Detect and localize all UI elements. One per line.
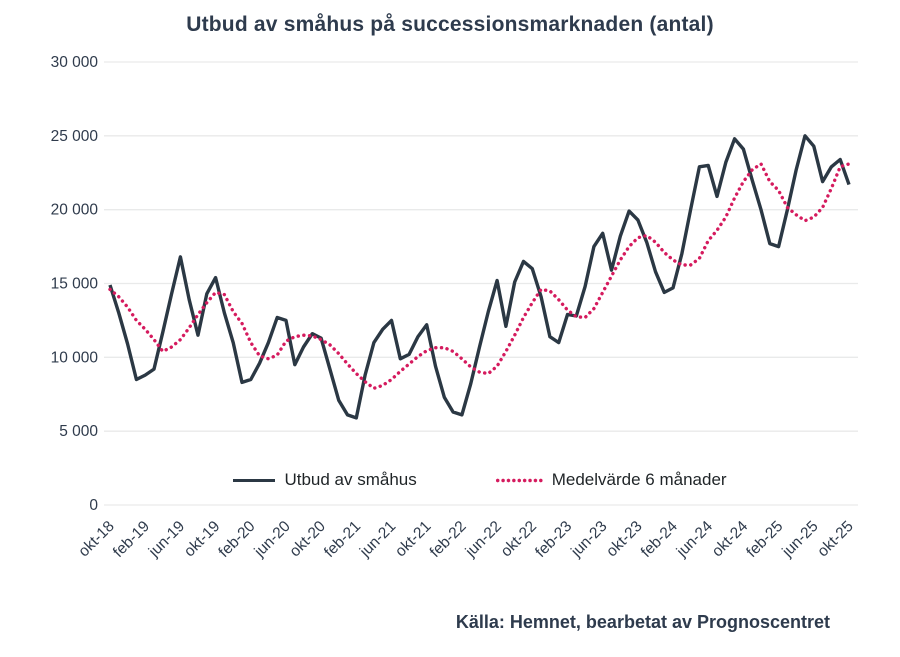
x-axis-tick-label: feb-25 xyxy=(743,518,786,561)
chart-title: Utbud av småhus på successionsmarknaden … xyxy=(186,13,714,36)
medelvarde-line-series xyxy=(108,162,851,390)
x-axis-tick-label: okt-19 xyxy=(181,518,223,560)
x-axis-tick-label: jun-20 xyxy=(251,518,294,561)
x-axis-tick-label: jun-24 xyxy=(673,518,716,561)
y-axis-tick-label: 15 000 xyxy=(51,276,99,293)
legend-label-medelvarde: Medelvärde 6 månader xyxy=(551,470,727,489)
x-axis-tick-label: jun-23 xyxy=(567,518,610,561)
y-axis-tick-label: 0 xyxy=(89,497,98,514)
legend-label-utbud: Utbud av småhus xyxy=(284,470,417,489)
legend-item-medelvarde: Medelvärde 6 månader xyxy=(494,470,727,490)
x-axis-tick-label: feb-19 xyxy=(110,518,153,561)
y-axis-tick-label: 20 000 xyxy=(51,202,99,219)
x-axis-tick-label: jun-21 xyxy=(356,518,399,561)
utbud-line-series xyxy=(108,134,851,420)
x-axis-tick-label: feb-20 xyxy=(215,518,258,561)
x-axis-tick-label: okt-21 xyxy=(392,518,434,560)
x-axis-tick-label: okt-18 xyxy=(75,518,117,560)
legend-item-utbud: Utbud av småhus xyxy=(233,470,417,490)
x-axis-tick-label: feb-22 xyxy=(427,518,470,561)
y-axis-tick-label: 30 000 xyxy=(51,54,99,71)
x-axis-tick-label: okt-22 xyxy=(498,518,540,560)
x-axis-tick-label: jun-22 xyxy=(462,518,505,561)
x-axis-tick-label: feb-23 xyxy=(532,518,575,561)
x-axis-tick-label: feb-21 xyxy=(321,518,364,561)
y-axis-tick-label: 10 000 xyxy=(51,349,99,366)
x-axis-tick-label: okt-20 xyxy=(286,518,329,561)
chart-legend: Utbud av småhus Medelvärde 6 månader xyxy=(110,466,850,494)
y-axis-tick-label: 25 000 xyxy=(51,128,99,145)
source-caption: Källa: Hemnet, bearbetat av Prognoscentr… xyxy=(455,612,830,632)
x-axis-tick-label: okt-25 xyxy=(814,518,856,560)
legend-solid-line-swatch xyxy=(233,478,276,482)
y-axis-tick-label: 5 000 xyxy=(59,423,98,440)
x-axis-tick-label: okt-23 xyxy=(603,518,645,560)
x-axis-tick-label: jun-25 xyxy=(778,518,821,561)
x-axis-tick-label: okt-24 xyxy=(709,518,752,561)
x-axis-tick-label: jun-19 xyxy=(145,518,188,561)
x-axis-tick-label: feb-24 xyxy=(638,518,681,561)
legend-dotted-line-swatch xyxy=(494,477,543,483)
